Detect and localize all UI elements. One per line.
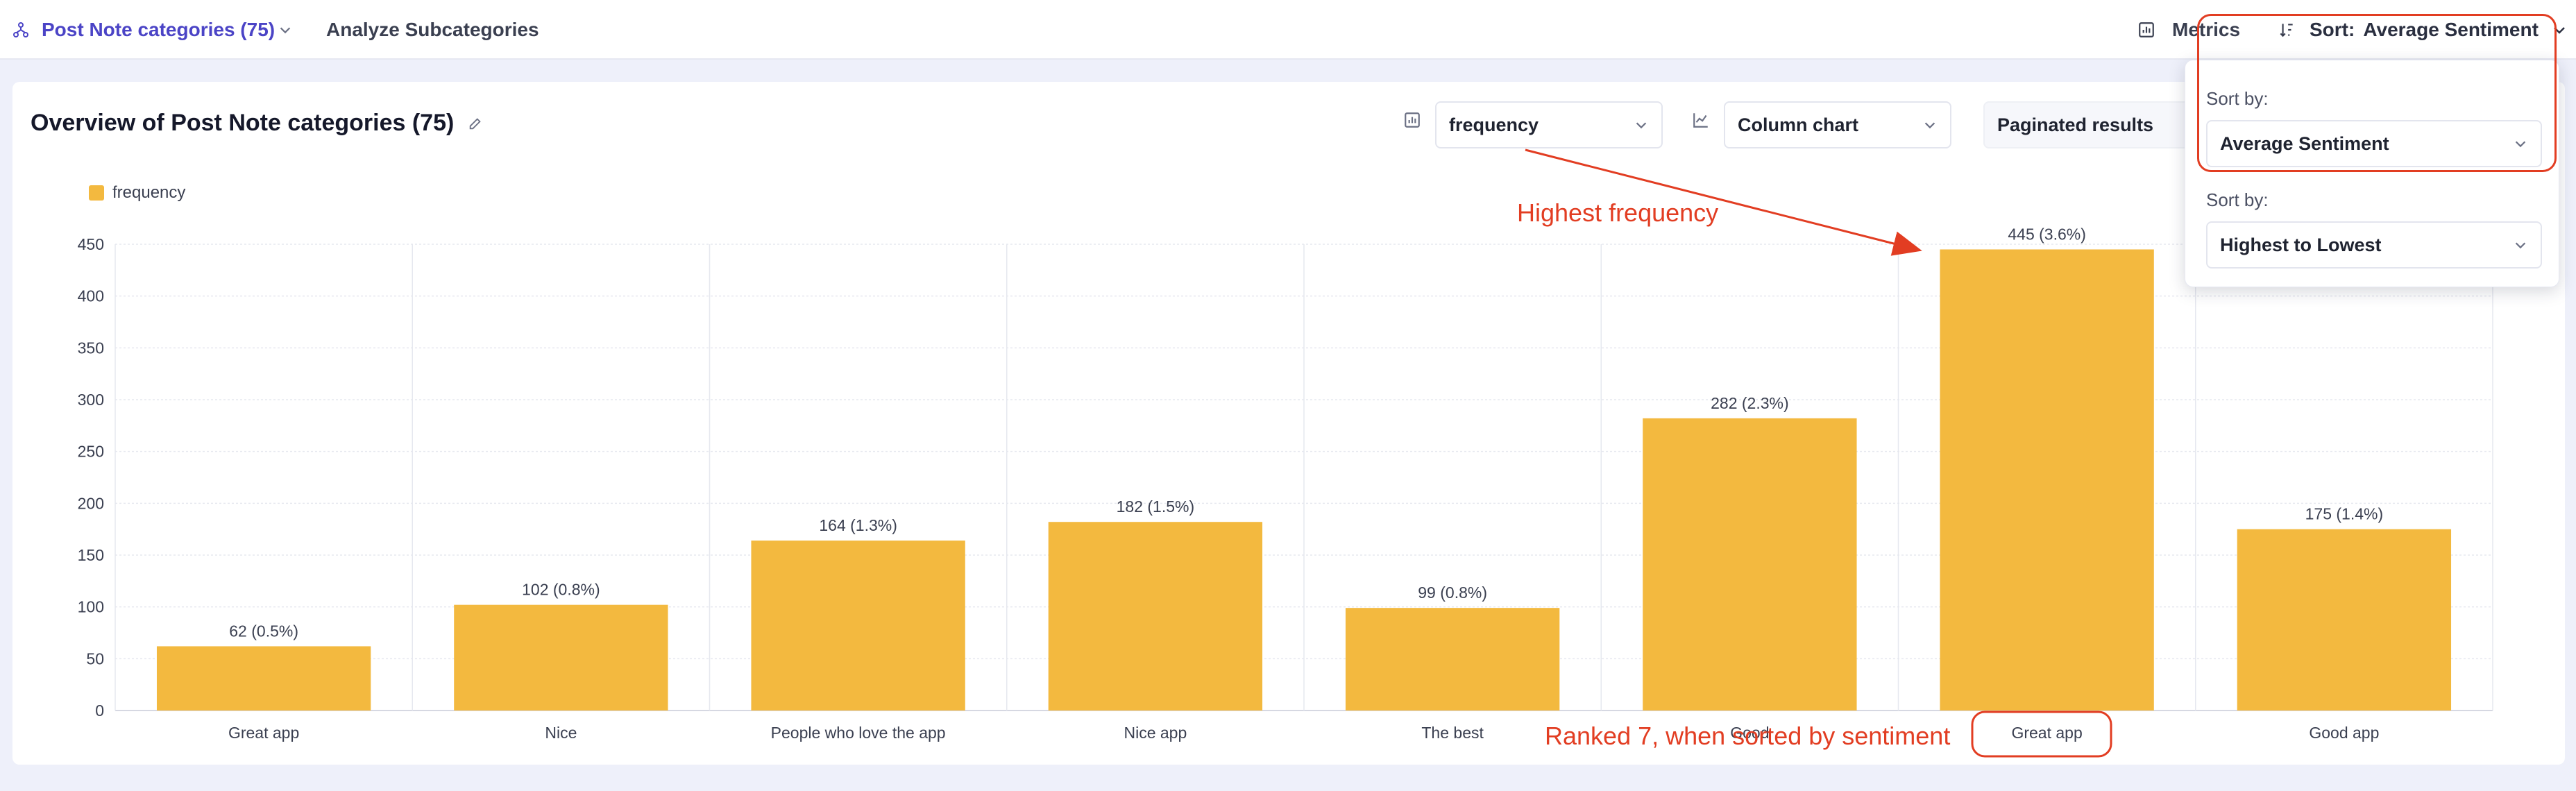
sort-button[interactable]: Sort: Average Sentiment [2278, 0, 2568, 60]
chart-type-select[interactable]: Column chart [1724, 101, 1951, 148]
sort-prefix: Sort: [2310, 19, 2355, 40]
sort-field-select[interactable]: Average Sentiment [2206, 120, 2542, 167]
category-label: Great app [2011, 724, 2082, 742]
chart-type-value: Column chart [1738, 114, 1859, 135]
card-title-text: Overview of Post Note categories (75) [31, 110, 455, 136]
bar-8[interactable] [2237, 529, 2452, 711]
category-label: People who love the app [771, 724, 946, 742]
annotation-highest-frequency: Highest frequency [1517, 198, 1719, 227]
y-tick-label: 400 [78, 287, 104, 305]
chart-legend: frequency [89, 183, 185, 203]
y-tick-label: 50 [86, 649, 104, 667]
edit-icon[interactable] [468, 116, 483, 131]
data-label: 445 (3.6%) [2008, 225, 2086, 243]
breadcrumb-chevron-down-icon[interactable] [278, 0, 293, 60]
legend-swatch [89, 185, 104, 201]
bar-6[interactable] [1643, 418, 1857, 711]
data-label: 175 (1.4%) [2305, 505, 2384, 523]
legend-label: frequency [112, 183, 186, 202]
pagination-value: Paginated results [1997, 114, 2154, 135]
bar-7[interactable] [1940, 249, 2154, 711]
category-label: Great app [228, 724, 299, 742]
bar-2[interactable] [454, 604, 668, 711]
pagination-select[interactable]: Paginated results [1983, 101, 2192, 148]
sort-icon [2280, 24, 2293, 37]
metric-select[interactable]: frequency [1435, 101, 1663, 148]
card-title: Overview of Post Note categories (75) [31, 110, 483, 137]
data-label: 102 (0.8%) [522, 581, 600, 599]
annotation-outline-sort [2197, 14, 2557, 172]
y-tick-label: 250 [78, 443, 104, 461]
chevron-down-icon [1924, 122, 1935, 129]
data-label: 99 (0.8%) [1418, 584, 1487, 602]
chevron-down-icon [1636, 122, 1647, 129]
bar-3[interactable] [751, 541, 965, 711]
metrics-icon [2139, 22, 2154, 37]
chart-type-icon [1692, 111, 1710, 133]
category-label: Good [1730, 724, 1769, 742]
sort-order-value: Highest to Lowest [2220, 234, 2382, 255]
sort-by-label-2: Sort by: [2206, 189, 2269, 210]
data-label: 282 (2.3%) [1711, 394, 1789, 412]
annotation-ranked-text: Ranked 7, when sorted by sentiment [1545, 722, 1951, 750]
sort-by-label-1: Sort by: [2206, 88, 2269, 109]
category-label: Good app [2309, 724, 2379, 742]
analyze-subcategories-label: Analyze Subcategories [326, 19, 539, 40]
y-tick-label: 200 [78, 494, 104, 512]
breadcrumb-label: Post Note categories (75) [42, 19, 276, 40]
sort-order-select[interactable]: Highest to Lowest [2206, 221, 2542, 269]
top-bar: Post Note categories (75) Analyze Subcat… [0, 0, 2576, 60]
hierarchy-icon [13, 22, 28, 37]
bar-1[interactable] [156, 646, 371, 711]
bar-5[interactable] [1345, 608, 1560, 711]
category-label: The best [1421, 724, 1484, 742]
chevron-down-icon [2515, 242, 2526, 249]
metric-select-icon [1403, 111, 1421, 133]
metric-select-value: frequency [1449, 114, 1539, 135]
breadcrumb-categories[interactable]: Post Note categories (75) [12, 0, 275, 60]
category-label: Nice [545, 724, 577, 742]
y-tick-label: 300 [78, 391, 104, 409]
category-label: Nice app [1124, 724, 1187, 742]
y-tick-label: 150 [78, 546, 104, 564]
data-label: 62 (0.5%) [229, 622, 298, 640]
chart-card: Overview of Post Note categories (75) fr… [12, 82, 2565, 765]
chevron-down-icon [2515, 141, 2526, 148]
y-tick-label: 0 [95, 701, 104, 720]
bar-4[interactable] [1048, 522, 1263, 711]
frequency-bar-chart: 0 50 100 150 200 250 300 350 400 450 62 (0.5%) Grea… [78, 225, 2493, 742]
data-label: 182 (1.5%) [1117, 497, 1195, 516]
y-tick-label: 100 [78, 598, 104, 616]
sort-field-value: Average Sentiment [2220, 133, 2389, 154]
analyze-subcategories-link[interactable]: Analyze Subcategories [326, 0, 539, 60]
y-tick-label: 450 [78, 235, 104, 253]
sort-popover: Sort by: Average Sentiment Sort by: High… [2185, 60, 2559, 287]
sort-value: Average Sentiment [2363, 19, 2539, 40]
data-label: 164 (1.3%) [819, 516, 897, 534]
y-tick-label: 350 [78, 339, 104, 357]
